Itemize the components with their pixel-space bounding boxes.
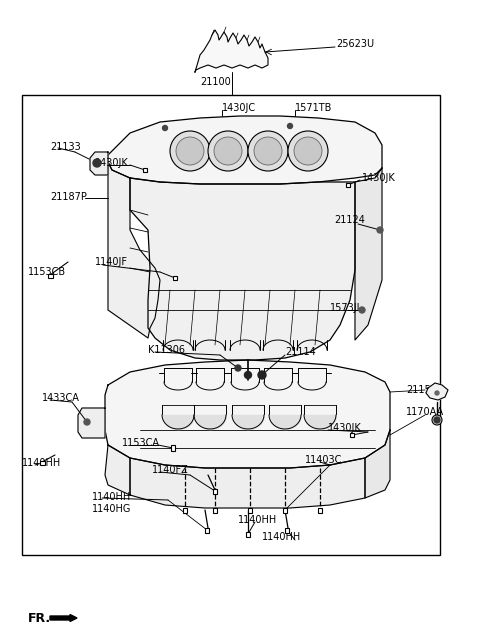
Polygon shape	[365, 430, 390, 498]
Bar	[346, 183, 350, 187]
Text: 1153CA: 1153CA	[122, 438, 160, 448]
Bar	[22, 95, 440, 555]
Polygon shape	[108, 162, 160, 338]
Circle shape	[84, 419, 90, 425]
Text: 1140HG: 1140HG	[92, 504, 132, 514]
Polygon shape	[130, 178, 355, 360]
Circle shape	[244, 372, 252, 378]
Circle shape	[288, 131, 328, 171]
Polygon shape	[105, 360, 390, 468]
Circle shape	[235, 365, 241, 371]
Text: 1153CB: 1153CB	[28, 267, 66, 277]
Text: 1140HH: 1140HH	[262, 532, 301, 542]
Polygon shape	[195, 30, 268, 72]
Polygon shape	[78, 408, 105, 438]
Polygon shape	[355, 168, 382, 340]
Bar	[350, 433, 354, 437]
Polygon shape	[90, 152, 108, 175]
Bar	[248, 508, 252, 513]
Circle shape	[377, 227, 383, 233]
Polygon shape	[108, 116, 382, 184]
Bar	[318, 508, 322, 513]
Text: 1430JK: 1430JK	[328, 423, 362, 433]
Text: 25623U: 25623U	[336, 39, 374, 49]
Circle shape	[432, 415, 442, 425]
Bar	[171, 445, 175, 451]
Bar	[205, 528, 209, 533]
Circle shape	[214, 137, 242, 165]
Text: 1140FZ: 1140FZ	[152, 465, 189, 475]
Text: 1571TB: 1571TB	[295, 103, 332, 113]
Circle shape	[176, 137, 204, 165]
Circle shape	[170, 131, 210, 171]
Bar	[173, 276, 177, 280]
Circle shape	[258, 371, 266, 379]
Circle shape	[435, 391, 439, 395]
Bar	[39, 461, 45, 465]
Text: 11403C: 11403C	[305, 455, 342, 465]
Circle shape	[163, 126, 168, 131]
Polygon shape	[426, 383, 448, 400]
Text: 1430JC: 1430JC	[222, 103, 256, 113]
Circle shape	[93, 159, 101, 167]
Text: 21133: 21133	[50, 142, 81, 152]
Bar	[143, 168, 147, 172]
Bar	[213, 508, 217, 513]
Text: 1170AA: 1170AA	[406, 407, 444, 417]
Text: 1140HH: 1140HH	[238, 515, 277, 525]
Text: 1430JK: 1430JK	[95, 158, 129, 168]
Circle shape	[434, 417, 440, 423]
Text: K11306: K11306	[148, 345, 185, 355]
Circle shape	[248, 131, 288, 171]
Circle shape	[254, 137, 282, 165]
Bar	[213, 488, 217, 494]
Text: 1573JL: 1573JL	[330, 303, 363, 313]
Text: 1433CA: 1433CA	[42, 393, 80, 403]
Polygon shape	[105, 445, 130, 495]
Text: 21150: 21150	[406, 385, 437, 395]
Circle shape	[288, 124, 292, 128]
Bar	[285, 528, 289, 533]
Text: 21124: 21124	[334, 215, 365, 225]
Text: 21114: 21114	[285, 347, 316, 357]
Bar	[283, 508, 287, 513]
FancyArrow shape	[50, 615, 77, 622]
Circle shape	[359, 307, 365, 313]
Text: 1140HH: 1140HH	[92, 492, 131, 502]
Bar	[183, 508, 187, 513]
Bar	[48, 274, 52, 278]
Text: 1140HH: 1140HH	[22, 458, 61, 468]
Polygon shape	[130, 458, 365, 508]
Text: FR.: FR.	[28, 612, 51, 624]
Bar	[246, 531, 250, 537]
Text: 1140JF: 1140JF	[95, 257, 128, 267]
Text: 21100: 21100	[200, 77, 231, 87]
Text: 21187P: 21187P	[50, 192, 87, 202]
Text: 1430JK: 1430JK	[362, 173, 396, 183]
Circle shape	[294, 137, 322, 165]
Circle shape	[208, 131, 248, 171]
